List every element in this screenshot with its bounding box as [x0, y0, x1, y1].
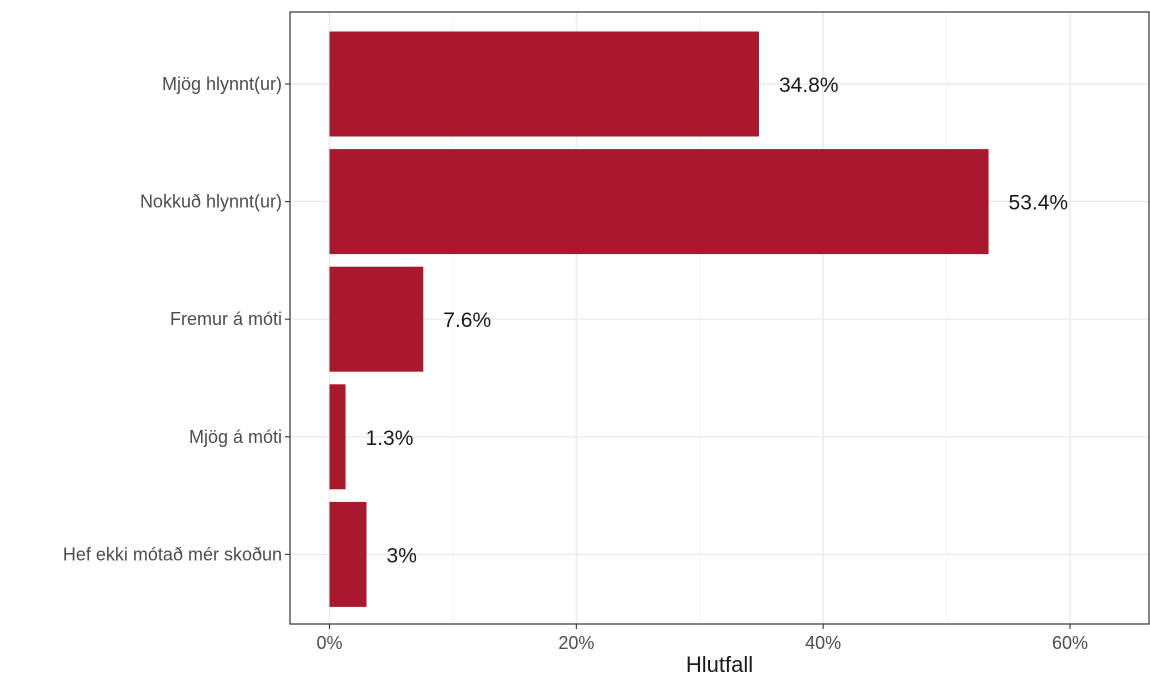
x-axis-title: Hlutfall: [686, 652, 753, 677]
bar: [329, 149, 989, 255]
bar-value-label: 3%: [387, 544, 417, 567]
x-tick-label: 20%: [558, 633, 594, 653]
bar: [329, 266, 424, 372]
data-labels: 34.8% 53.4% 7.6% 1.3% 3%: [366, 74, 1069, 567]
bar-value-label: 34.8%: [779, 74, 839, 97]
bar: [329, 384, 346, 490]
x-tick-label: 0%: [316, 633, 342, 653]
x-tick-label: 40%: [805, 633, 841, 653]
y-tick-label: Hef ekki mótað mér skoðun: [63, 544, 282, 564]
y-tick-label: Nokkuð hlynnt(ur): [140, 192, 282, 212]
plot-panel-border: [289, 11, 1150, 625]
bar-value-label: 53.4%: [1009, 192, 1069, 215]
y-tick-label: Mjög á móti: [189, 427, 282, 447]
bar-value-label: 7.6%: [443, 309, 491, 332]
bar-value-label: 1.3%: [366, 427, 414, 450]
x-axis: 0% 20% 40% 60%: [316, 624, 1088, 653]
bar: [329, 501, 367, 607]
y-tick-label: Fremur á móti: [170, 309, 282, 329]
bar: [329, 31, 759, 137]
y-tick-label: Mjög hlynnt(ur): [162, 74, 282, 94]
bars: [329, 31, 989, 607]
y-axis: Mjög hlynnt(ur) Nokkuð hlynnt(ur) Fremur á…: [63, 74, 290, 564]
x-tick-label: 60%: [1052, 633, 1088, 653]
